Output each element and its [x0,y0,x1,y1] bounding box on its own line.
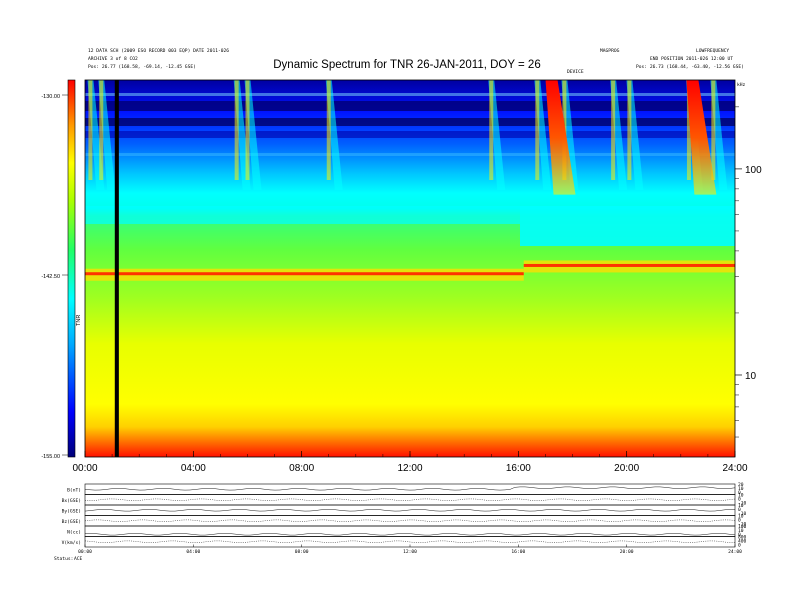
panel-label-5: V(km/s) [62,540,81,546]
x-tick-label-1: 04:00 [181,463,206,474]
solar-wind-panels: B(nT)20100Bx(GSE)100-10By(GSE)100-10Bz(G… [62,482,747,549]
bottom-x-axis: 00:00 04:00 08:00 12:00 16:00 20:00 24:00 [78,544,742,555]
colorbar [67,79,76,458]
panel-trace-1 [84,498,736,501]
colorbar-label-bottom: -155.00 [41,454,60,460]
chart-title: Dynamic Spectrum for TNR 26-JAN-2011, DO… [273,59,540,71]
type3-burst-core-3 [245,80,250,180]
y-tick-label-1: 100 [745,165,762,176]
colorbar-label-mid: -142.50 [41,274,60,280]
plasma-line [85,260,735,281]
strong-burst-0 [545,80,576,195]
bottom-tick-label-4: 16:00 [511,549,525,555]
x-tick-label-6: 24:00 [722,463,747,474]
panel-scale-1-2: -10 [738,501,747,507]
panel-label-1: Bx(GSE) [62,498,81,504]
panel-scale-1-1: 0 [738,497,741,503]
plasma-line-before [85,272,524,276]
type3-burst-core-5 [489,80,494,180]
data-gap [114,80,119,457]
panel-scale-5-1: 400 [738,539,747,545]
colorbar-unit: TNR [76,315,82,326]
bottom-tick-label-0: 00:00 [78,549,92,555]
type3-burst-core-6 [535,80,540,180]
type3-burst-core-8 [611,80,616,180]
panel-label-3: Bz(GSE) [62,519,81,525]
panel-trace-4 [84,533,736,536]
x-tick-label-2: 08:00 [289,463,314,474]
panel-scale-5-0: 800 [738,535,747,541]
header-left-position: Pos: 26.77 (168.58, -69.14, -12.45 GSE) [88,64,196,70]
bottom-tick-label-5: 20:00 [620,549,634,555]
colorbar-ticks [62,94,68,456]
x-tick-label-5: 20:00 [614,463,639,474]
type3-bursts [87,80,728,195]
bottom-tick-label-3: 12:00 [403,549,417,555]
y-tick-label-0: 10 [745,371,757,382]
panel-scale-3-1: 0 [738,518,741,524]
bottom-tick-label-1: 04:00 [186,549,200,555]
header-right-line1: MAGPROG [600,48,620,54]
header-right-line2: LOWFREQUENCY [696,48,729,54]
panel-scale-0-0: 20 [738,482,744,488]
panel-scale-2-2: -10 [738,511,747,517]
panel-scale-3-0: 10 [738,514,744,520]
panel-scale-5-2: 0 [738,543,741,549]
header-left-line2: ARCHIVE 3 of 8 CO2 [88,56,138,62]
x-tick-label-3: 12:00 [397,463,422,474]
status-label: Status: [54,556,73,562]
panel-scale-2-1: 0 [738,507,741,513]
panel-frame-0 [84,483,736,495]
header-mid-label: DEVICE [567,69,584,75]
panel-frame-4 [84,525,736,537]
type3-burst-core-11 [711,80,716,180]
header-left-line1: 12 DATA SCH (2009 ESO RECORD 003 EQP) DA… [88,48,229,54]
type3-burst-core-2 [234,80,239,180]
panel-scale-4-2: 0 [738,532,741,538]
bottom-tick-label-6: 24:00 [728,549,742,555]
type3-burst-core-1 [99,80,104,180]
panel-scale-2-0: 10 [738,503,744,509]
panel-scale-0-2: 0 [738,490,741,496]
panel-trace-2 [84,509,735,512]
panel-label-2: By(GSE) [62,508,81,514]
header-right-line3: END POSITION 2011-026 12:00 UT [650,56,733,62]
panel-label-4: N(cc) [67,529,81,535]
x-tick-label-0: 00:00 [72,463,97,474]
type3-burst-core-9 [627,80,632,180]
panel-scale-4-1: 10 [738,528,744,534]
panel-scale-4-0: 100 [738,524,747,530]
x-axis: 00:00 04:00 08:00 12:00 16:00 20:00 24:00 [72,451,748,474]
panel-scale-0-1: 10 [738,486,744,492]
panel-scale-1-0: 10 [738,493,744,499]
header-right-position: Pos: 26.73 (168.44, -63.40, -12.56 GSE) [636,64,744,70]
panel-label-0: B(nT) [67,487,81,493]
status-value: ACE [74,556,83,562]
corner-unit: kHz [737,82,746,88]
y-axis: 10 100 [735,106,762,438]
colorbar-label-top: -130.00 [41,94,60,100]
panel-trace-0 [84,486,736,491]
type3-burst-core-0 [88,80,93,180]
type3-burst-core-4 [326,80,331,180]
type3-burst-core-10 [686,80,691,180]
panel-trace-3 [84,519,736,522]
panel-scale-3-2: -10 [738,522,747,528]
strong-burst-1 [686,80,717,195]
spectrogram [85,80,735,457]
bottom-tick-label-2: 08:00 [295,549,309,555]
panel-trace-5 [84,540,736,543]
plasma-line-after [523,263,735,267]
panel-frame-3 [84,515,736,527]
x-tick-label-4: 16:00 [506,463,531,474]
